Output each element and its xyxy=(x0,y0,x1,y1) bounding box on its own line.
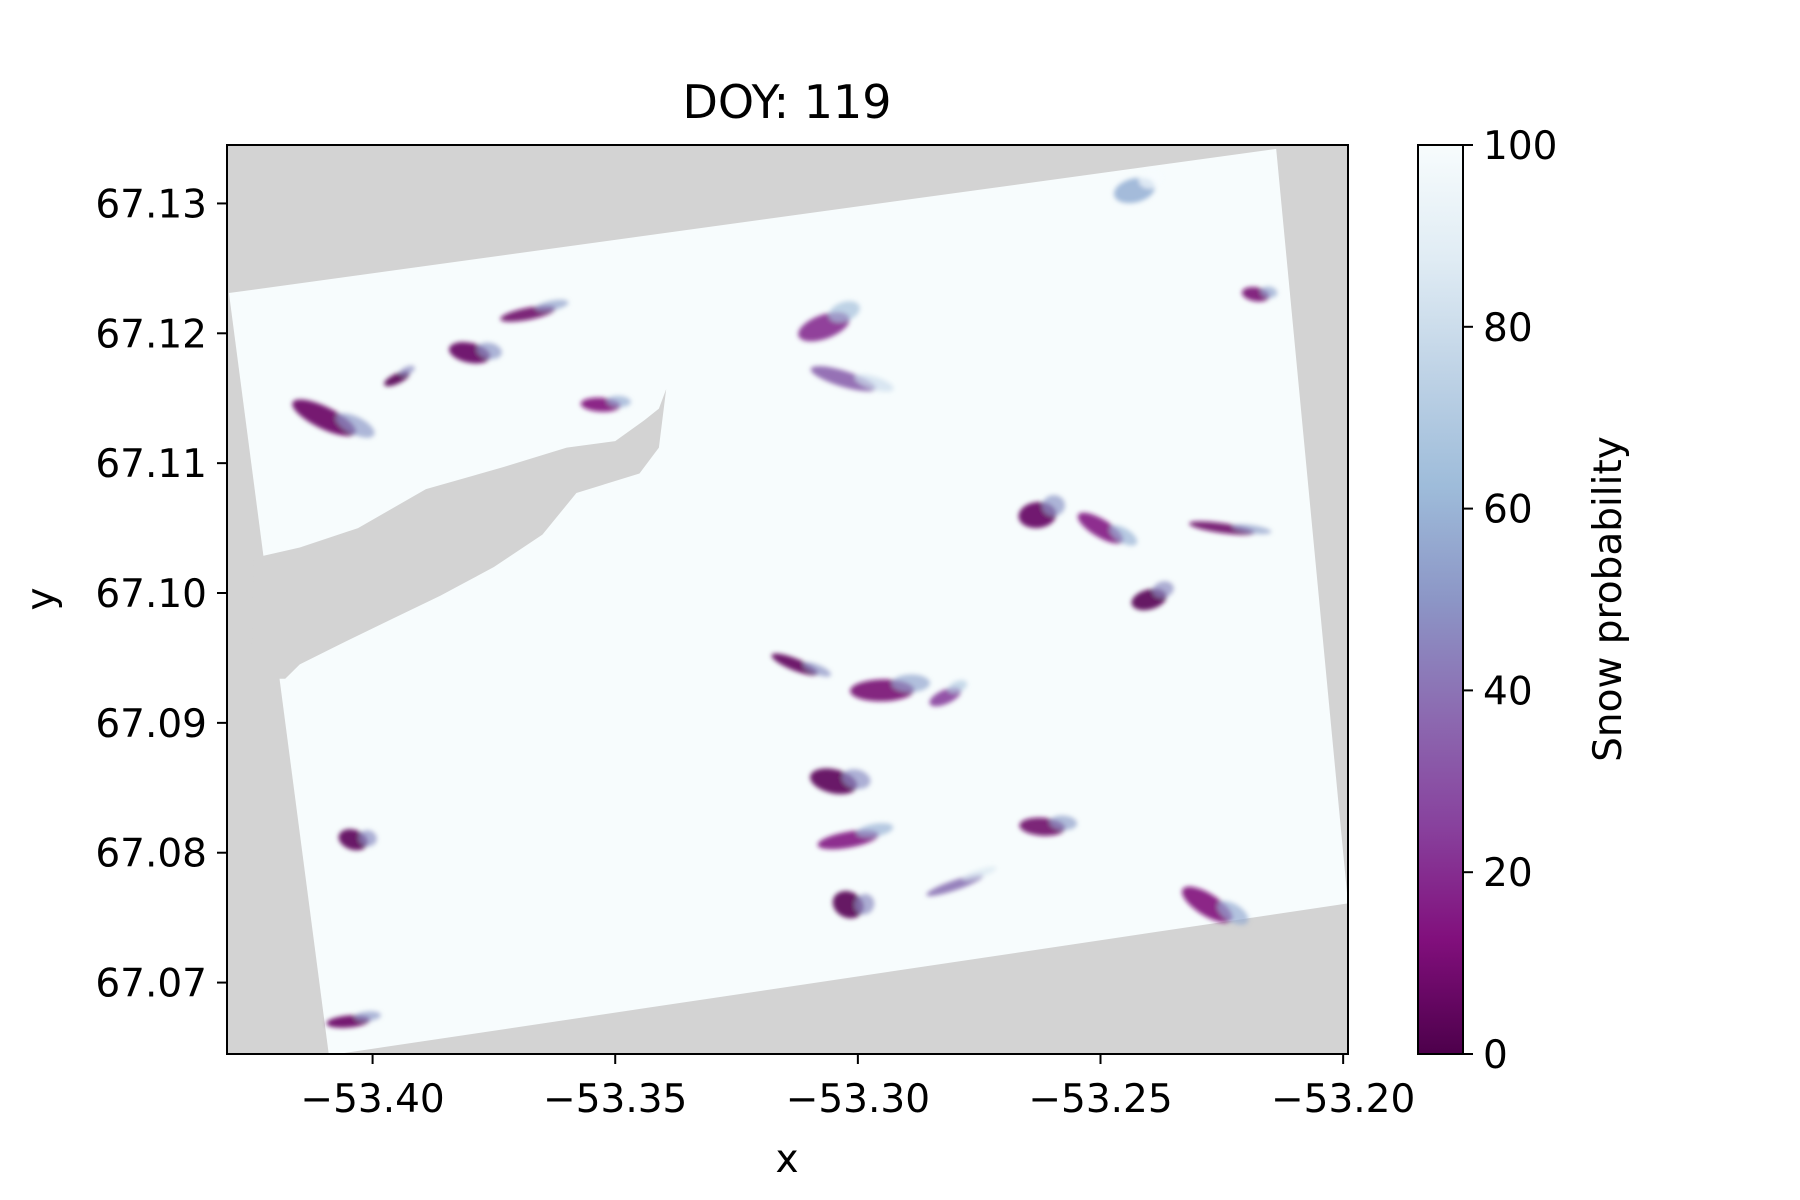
y-tick-label: 67.08 xyxy=(95,832,207,877)
colorbar-tick-label: 0 xyxy=(1483,1033,1508,1078)
snow-patch-halo xyxy=(1152,581,1174,598)
nodata-region xyxy=(251,389,667,679)
snow-patch xyxy=(1077,512,1124,544)
y-tick-label: 67.09 xyxy=(95,702,207,747)
snow-patch-halo xyxy=(1260,286,1278,298)
x-tick-label: −53.25 xyxy=(1028,1077,1172,1122)
colorbar-frame xyxy=(1417,144,1464,1055)
y-tick-label: 67.13 xyxy=(95,182,207,227)
snow-patch xyxy=(1189,521,1255,535)
axes-frame xyxy=(226,144,1349,1055)
snow-patch xyxy=(771,653,819,676)
x-tick-label: −53.30 xyxy=(786,1077,930,1122)
low-snow-probability-patches xyxy=(292,169,1278,1028)
snow-patch-halo xyxy=(354,1011,381,1022)
colorbar-ticks: 0 20 40 60 80 100 xyxy=(1463,124,1557,1078)
y-tick-label: 67.12 xyxy=(95,312,207,357)
snow-patch-halo xyxy=(476,342,502,360)
colorbar-tick-label: 60 xyxy=(1483,488,1533,533)
snow-patch xyxy=(832,890,864,919)
snow-patch xyxy=(810,366,876,392)
x-axis-ticks: −53.40 −53.35 −53.30 −53.25 −53.20 xyxy=(300,1054,1415,1122)
colorbar-tick-label: 20 xyxy=(1483,851,1533,896)
colorbar-label: Snow probability xyxy=(1586,436,1631,762)
colorbar-tick-label: 100 xyxy=(1483,124,1557,169)
chart-title: DOY: 119 xyxy=(682,75,891,129)
snow-patch-halo xyxy=(802,662,832,677)
snow-patch xyxy=(1181,886,1233,923)
snow-patch-halo xyxy=(962,866,997,881)
snow-patch-halo xyxy=(399,365,415,376)
y-tick-label: 67.10 xyxy=(95,572,207,617)
snow-patch-halo xyxy=(891,674,931,693)
snow-patch-halo xyxy=(1138,169,1164,189)
snow-patch xyxy=(292,399,356,436)
y-axis-ticks: 67.07 67.08 67.09 67.10 67.11 67.12 67.13 xyxy=(95,182,227,1007)
x-tick-label: −53.20 xyxy=(1271,1077,1415,1122)
colorbar-tick-label: 40 xyxy=(1483,669,1533,714)
snow-patch-halo xyxy=(854,894,875,915)
colorbar-tick-label: 80 xyxy=(1483,306,1533,351)
snow-patch-halo xyxy=(335,413,375,438)
x-tick-label: −53.40 xyxy=(300,1077,444,1122)
y-tick-label: 67.11 xyxy=(95,442,207,487)
snow-patch-halo xyxy=(854,374,894,392)
y-tick-label: 67.07 xyxy=(95,962,207,1007)
snow-patch-halo xyxy=(358,830,377,847)
snow-patch-halo xyxy=(606,395,631,408)
colorbar xyxy=(1418,145,1463,1054)
y-axis-label: y xyxy=(19,587,64,610)
snow-patch-halo xyxy=(535,299,569,312)
snow-patch-halo xyxy=(947,680,968,694)
x-tick-label: −53.35 xyxy=(543,1077,687,1122)
snow-patch-halo xyxy=(1232,524,1272,535)
snow-patch-halo xyxy=(856,823,894,838)
snow-patch-halo xyxy=(1049,815,1078,831)
x-axis-label: x xyxy=(775,1137,798,1182)
snow-patch-halo xyxy=(1042,495,1066,516)
snow-patch-halo xyxy=(1217,901,1249,925)
snow-patch-halo xyxy=(828,301,860,323)
snow-patch-halo xyxy=(842,769,871,790)
snow-patch-halo xyxy=(1109,525,1138,546)
